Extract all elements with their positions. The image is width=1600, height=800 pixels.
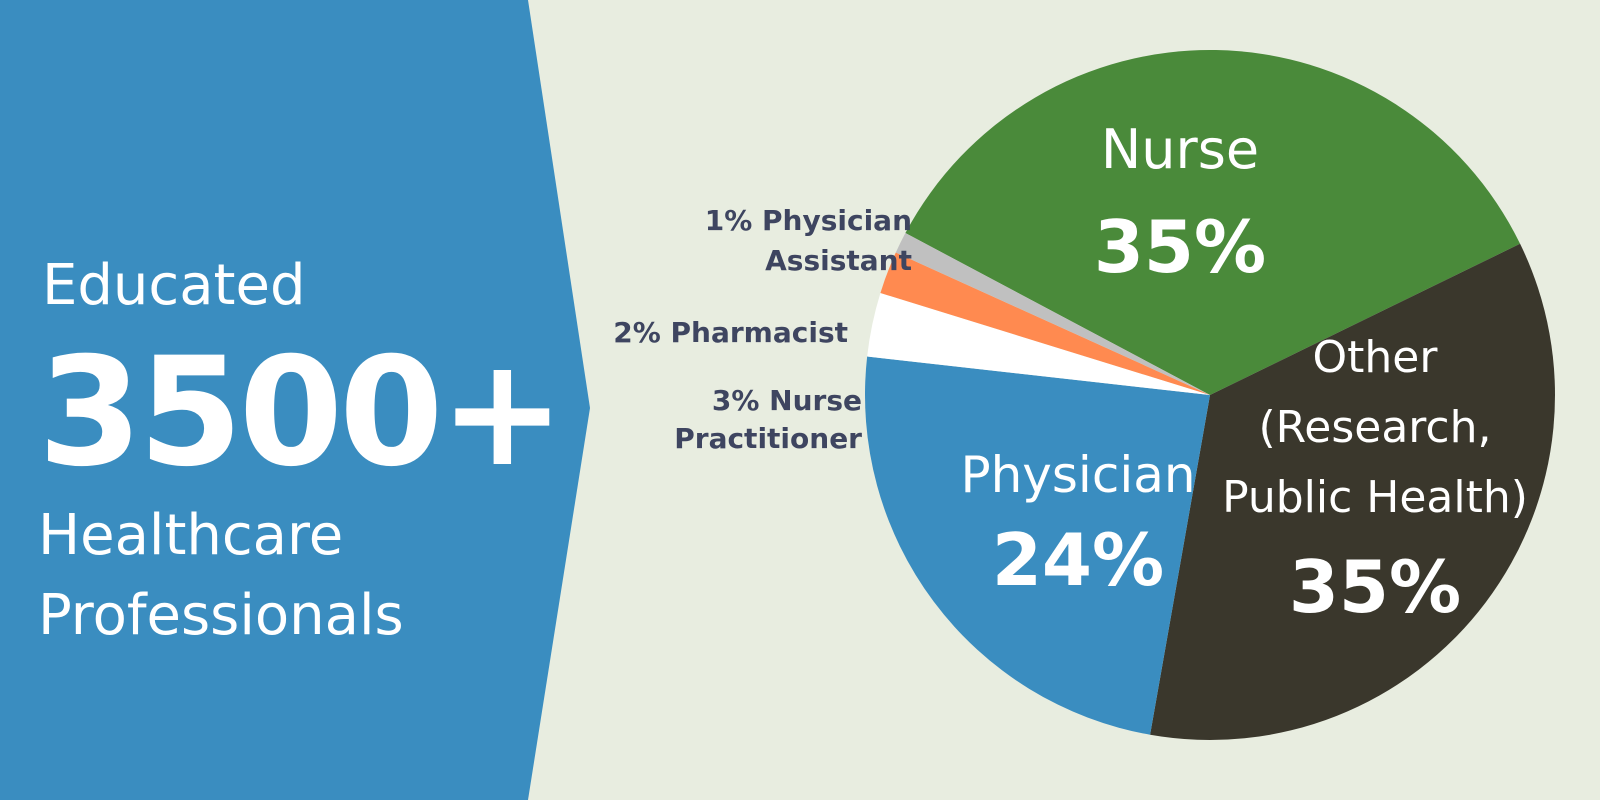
slice-label-nurse: Nurse xyxy=(1101,118,1259,181)
count-text: 3500+ xyxy=(38,326,565,500)
slice-label-physician-assistant: 1% Physician xyxy=(705,204,912,237)
slice-label-pharmacist: 2% Pharmacist xyxy=(613,316,848,349)
pie-slice-physician xyxy=(865,356,1210,735)
pie-slice-physician-assistant xyxy=(895,233,1210,395)
slice-percent-other: 35% xyxy=(1289,545,1461,629)
slice-label-other: (Research, xyxy=(1259,402,1492,453)
slice-label-other: Other xyxy=(1313,332,1439,383)
professionals-text: Professionals xyxy=(38,583,404,648)
educated-text: Educated xyxy=(42,253,306,318)
left-panel: Educated 3500+ Healthcare Professionals xyxy=(0,0,600,800)
healthcare-text: Healthcare xyxy=(38,503,344,568)
pie-chart xyxy=(865,49,1556,740)
slice-label-physician: Physician xyxy=(960,446,1195,504)
slice-label-other: Public Health) xyxy=(1222,472,1528,523)
left-panel-background xyxy=(0,0,590,800)
pie-slice-other xyxy=(1150,243,1556,740)
pie-labels: Nurse 35% Other (Research, Public Health) 35%… xyxy=(613,118,1528,629)
slice-label-nurse-practitioner: 3% Nurse xyxy=(712,384,862,417)
slice-label-nurse-practitioner: Practitioner xyxy=(674,422,862,455)
slice-label-physician-assistant: Assistant xyxy=(765,244,912,277)
pie-slice-pharmacist xyxy=(880,252,1210,395)
pie-slice-nurse xyxy=(905,49,1521,396)
slice-percent-nurse: 35% xyxy=(1094,205,1266,289)
pie-slice-nurse-practitioner xyxy=(867,292,1210,395)
slice-percent-physician: 24% xyxy=(992,518,1164,602)
